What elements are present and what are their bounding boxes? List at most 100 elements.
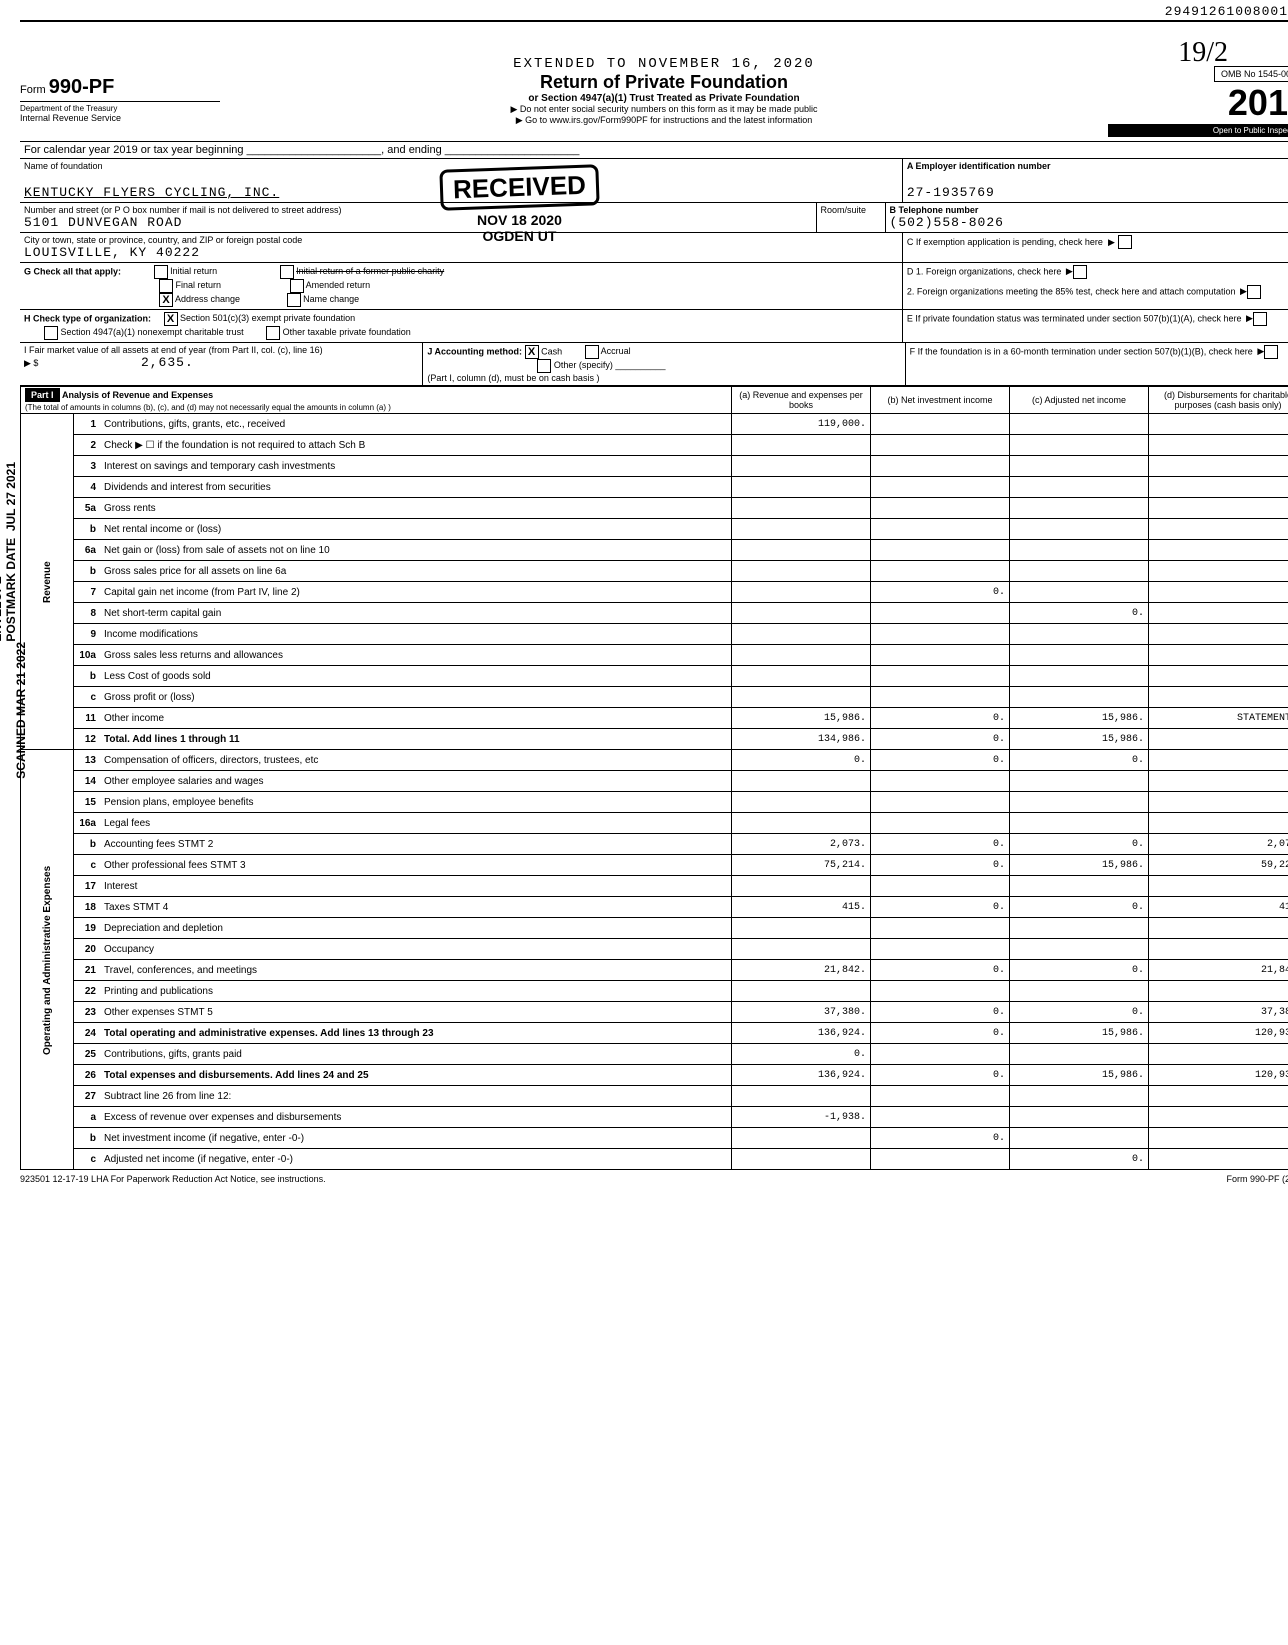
h-opt3: Other taxable private foundation — [283, 327, 411, 337]
amount-a: 37,380. — [732, 1002, 871, 1023]
amount-c — [1010, 624, 1149, 645]
addr-label: Number and street (or P O box number if … — [24, 205, 812, 215]
amount-d — [1149, 603, 1288, 624]
amount-a — [732, 1128, 871, 1149]
table-row: bGross sales price for all assets on lin… — [21, 561, 1288, 582]
arrow-icon — [1064, 266, 1073, 276]
box-c: C If exemption application is pending, c… — [907, 237, 1103, 247]
amount-d — [1149, 435, 1288, 456]
h-other-checkbox[interactable] — [266, 326, 280, 340]
box-i-value: 2,635. — [141, 355, 194, 370]
line-description: Printing and publications — [100, 981, 732, 1002]
amount-d — [1149, 561, 1288, 582]
box-c-checkbox[interactable] — [1118, 235, 1132, 249]
line-description: Total operating and administrative expen… — [100, 1023, 732, 1044]
h-4947-checkbox[interactable] — [44, 326, 58, 340]
amount-d — [1149, 1149, 1288, 1170]
addr-phone-row: Number and street (or P O box number if … — [20, 203, 1288, 233]
amount-b — [871, 498, 1010, 519]
j-accrual: Accrual — [601, 346, 631, 356]
amount-b: 0. — [871, 855, 1010, 876]
amount-d: 120,938. — [1149, 1065, 1288, 1086]
amount-b — [871, 813, 1010, 834]
table-row: 16aLegal fees — [21, 813, 1288, 834]
line-description: Adjusted net income (if negative, enter … — [100, 1149, 732, 1170]
amount-b: 0. — [871, 1128, 1010, 1149]
j-accrual-checkbox[interactable] — [585, 345, 599, 359]
box-i-prefix: ▶ $ — [24, 358, 38, 368]
amount-b — [871, 624, 1010, 645]
final-return-checkbox[interactable] — [159, 279, 173, 293]
amount-b — [871, 561, 1010, 582]
arrow-icon — [1244, 313, 1253, 323]
amount-b — [871, 876, 1010, 897]
j-cash-checkbox[interactable]: X — [525, 345, 539, 359]
amount-b: 0. — [871, 708, 1010, 729]
amount-d: 415. — [1149, 897, 1288, 918]
j-other-checkbox[interactable] — [537, 359, 551, 373]
amount-a: 415. — [732, 897, 871, 918]
amount-b — [871, 456, 1010, 477]
amended-checkbox[interactable] — [290, 279, 304, 293]
line-number: c — [74, 855, 101, 876]
amount-d — [1149, 456, 1288, 477]
amount-d — [1149, 1107, 1288, 1128]
d2-checkbox[interactable] — [1247, 285, 1261, 299]
line-description: Total expenses and disbursements. Add li… — [100, 1065, 732, 1086]
amount-c — [1010, 1107, 1149, 1128]
col-b: (b) Net investment income — [871, 387, 1010, 414]
arrow-icon — [1106, 236, 1115, 248]
opt-final: Final return — [176, 280, 222, 290]
line-number: 24 — [74, 1023, 101, 1044]
tax-year: 2019 — [1108, 82, 1288, 124]
dept-label: Department of the Treasury — [20, 101, 220, 113]
amount-b — [871, 1149, 1010, 1170]
line-number: 19 — [74, 918, 101, 939]
name-change-checkbox[interactable] — [287, 293, 301, 307]
amount-b — [871, 1044, 1010, 1065]
table-row: 26Total expenses and disbursements. Add … — [21, 1065, 1288, 1086]
amount-c: 0. — [1010, 603, 1149, 624]
h-501c3-checkbox[interactable]: X — [164, 312, 178, 326]
amount-c — [1010, 687, 1149, 708]
line-description: Net gain or (loss) from sale of assets n… — [100, 540, 732, 561]
table-row: 27Subtract line 26 from line 12: — [21, 1086, 1288, 1107]
opt-amended: Amended return — [306, 280, 371, 290]
table-row: bAccounting fees STMT 22,073.0.0.2,073. — [21, 834, 1288, 855]
amount-c: 0. — [1010, 834, 1149, 855]
amount-a — [732, 603, 871, 624]
amount-a — [732, 918, 871, 939]
amount-c — [1010, 414, 1149, 435]
e-checkbox[interactable] — [1253, 312, 1267, 326]
col-c: (c) Adjusted net income — [1010, 387, 1149, 414]
initial-former-checkbox[interactable] — [280, 265, 294, 279]
table-row: 10aGross sales less returns and allowanc… — [21, 645, 1288, 666]
amount-d: STATEMENT 1 — [1149, 708, 1288, 729]
f-checkbox[interactable] — [1264, 345, 1278, 359]
amount-b: 0. — [871, 729, 1010, 750]
line-number: 17 — [74, 876, 101, 897]
line-description: Net investment income (if negative, ente… — [100, 1128, 732, 1149]
amount-a — [732, 876, 871, 897]
table-row: 19Depreciation and depletion — [21, 918, 1288, 939]
address-change-checkbox[interactable]: X — [159, 293, 173, 307]
amount-a — [732, 456, 871, 477]
table-row: 6aNet gain or (loss) from sale of assets… — [21, 540, 1288, 561]
d1-checkbox[interactable] — [1073, 265, 1087, 279]
amount-c — [1010, 519, 1149, 540]
table-row: bNet rental income or (loss) — [21, 519, 1288, 540]
amount-d — [1149, 582, 1288, 603]
line-description: Pension plans, employee benefits — [100, 792, 732, 813]
amount-c — [1010, 981, 1149, 1002]
amount-b — [871, 435, 1010, 456]
amount-c: 0. — [1010, 960, 1149, 981]
amount-a — [732, 939, 871, 960]
amount-c — [1010, 771, 1149, 792]
initial-return-checkbox[interactable] — [154, 265, 168, 279]
amount-d — [1149, 792, 1288, 813]
amount-d: 0. — [1149, 1044, 1288, 1065]
amount-a — [732, 771, 871, 792]
amount-c: 15,986. — [1010, 729, 1149, 750]
line-number: 27 — [74, 1086, 101, 1107]
ij-f-row: I Fair market value of all assets at end… — [20, 343, 1288, 386]
